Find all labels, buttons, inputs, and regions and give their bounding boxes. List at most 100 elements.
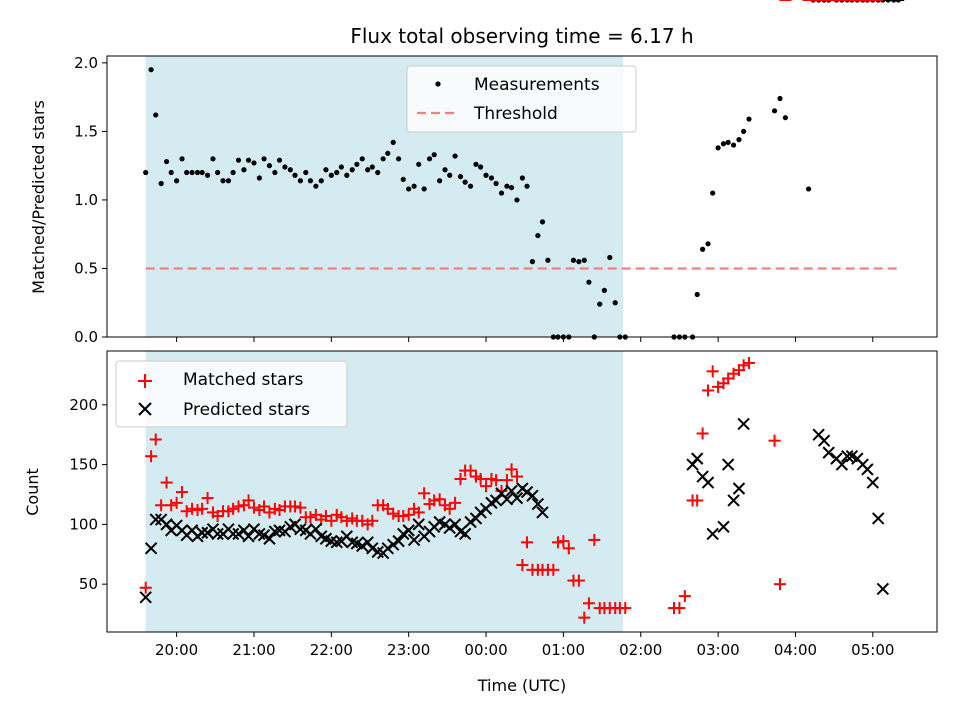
bottom-legend-box xyxy=(115,360,348,428)
matched-star-point xyxy=(412,506,425,519)
matched-star-point xyxy=(551,536,564,549)
predicted-star-point xyxy=(701,476,715,489)
predicted-star-point xyxy=(309,522,323,536)
measurement-point xyxy=(478,164,484,170)
predicted-star-point xyxy=(510,491,524,505)
predicted-star-point xyxy=(721,458,735,471)
measurement-point xyxy=(276,157,283,163)
top-panel-frame xyxy=(106,55,938,338)
measurement-point xyxy=(576,259,582,265)
predicted-star-point xyxy=(397,527,410,541)
measurement-point xyxy=(746,116,752,122)
measurement-point xyxy=(215,169,221,176)
measurement-point xyxy=(303,169,309,176)
x-tick-label: 01:00 xyxy=(542,641,585,659)
measurement-point xyxy=(805,186,812,192)
measurement-point xyxy=(375,169,381,176)
measurement-point xyxy=(514,197,520,203)
matched-star-point xyxy=(773,578,786,591)
measurement-point xyxy=(328,172,334,178)
x-tick-label: 21:00 xyxy=(232,641,275,659)
measurement-point xyxy=(570,257,577,263)
measurement-point xyxy=(406,186,412,192)
measurement-point xyxy=(498,190,505,196)
matched-star-point xyxy=(176,486,189,499)
predicted-star-point xyxy=(139,591,152,604)
matched-star-point xyxy=(706,365,719,378)
measurement-point xyxy=(431,152,437,158)
measurement-point xyxy=(210,156,216,162)
measurement-point xyxy=(601,287,607,293)
predicted-stars-series xyxy=(139,0,904,604)
predicted-star-point xyxy=(195,526,209,539)
bottom-panel-frame xyxy=(106,350,938,633)
measurement-point xyxy=(204,172,211,178)
matched-star-point xyxy=(500,474,513,487)
predicted-star-point xyxy=(257,528,271,542)
measurement-point xyxy=(256,175,262,181)
matched-star-point xyxy=(480,480,493,493)
matched-star-point xyxy=(387,507,400,520)
measurement-point xyxy=(174,178,180,184)
matched-star-point xyxy=(170,496,183,509)
matched-star-point xyxy=(196,502,209,515)
measurement-point xyxy=(483,172,489,178)
x-axis-label: Time (UTC) xyxy=(477,676,566,695)
measurement-point xyxy=(473,161,479,167)
predicted-star-point xyxy=(232,527,245,541)
legend-measurements: Measurements xyxy=(474,75,600,95)
predicted-star-point xyxy=(392,534,405,548)
measurement-point xyxy=(462,179,468,185)
measurement-point xyxy=(184,169,190,176)
predicted-star-point xyxy=(443,521,456,535)
measurement-point xyxy=(771,108,778,114)
matched-star-point xyxy=(691,494,704,507)
measurement-point xyxy=(163,158,170,165)
measurement-point xyxy=(694,291,700,298)
top-legend-box xyxy=(406,65,637,133)
matched-star-point xyxy=(428,494,441,507)
predicted-star-point xyxy=(474,506,487,519)
predicted-star-point xyxy=(226,527,240,541)
measurement-point xyxy=(158,180,164,187)
matched-star-point xyxy=(464,464,477,477)
y-tick-label: 150 xyxy=(69,456,98,474)
measurement-point xyxy=(282,164,288,170)
predicted-star-point xyxy=(531,497,545,511)
predicted-star-point xyxy=(144,542,158,555)
predicted-star-point xyxy=(149,513,162,526)
predicted-star-point xyxy=(520,485,534,499)
bottom-y-ticks: 50 100 150 200 xyxy=(69,396,107,593)
measurement-point xyxy=(235,157,242,163)
measurement-point xyxy=(220,178,226,184)
predicted-star-point xyxy=(448,518,462,531)
measurement-point xyxy=(385,150,391,156)
predicted-star-point xyxy=(412,518,425,531)
measurement-point xyxy=(524,183,530,189)
predicted-star-point xyxy=(866,476,880,489)
matched-star-point xyxy=(578,611,591,624)
measurement-point xyxy=(369,164,375,170)
measurement-point xyxy=(396,156,402,162)
legend-plus-marker xyxy=(138,374,152,388)
measurement-point xyxy=(390,139,396,145)
y-tick-label: 50 xyxy=(79,575,98,593)
matched-star-point xyxy=(737,359,750,372)
matched-star-point xyxy=(145,450,158,463)
measurement-point xyxy=(782,115,788,121)
matched-star-point xyxy=(510,470,523,483)
measurement-point xyxy=(199,169,205,176)
predicted-star-point xyxy=(536,506,549,519)
legend-predicted-stars: Predicted stars xyxy=(183,400,310,420)
matched-star-point xyxy=(474,472,487,485)
measurement-point xyxy=(287,167,293,173)
measurement-point xyxy=(437,178,443,184)
measurement-point xyxy=(730,142,737,148)
measurement-point xyxy=(705,241,711,247)
legend-dot-marker xyxy=(435,81,441,87)
matched-star-point xyxy=(449,496,462,509)
measurement-point xyxy=(365,167,371,173)
matched-star-point xyxy=(139,581,152,594)
measurement-point xyxy=(292,172,298,178)
measurement-point xyxy=(488,175,495,181)
